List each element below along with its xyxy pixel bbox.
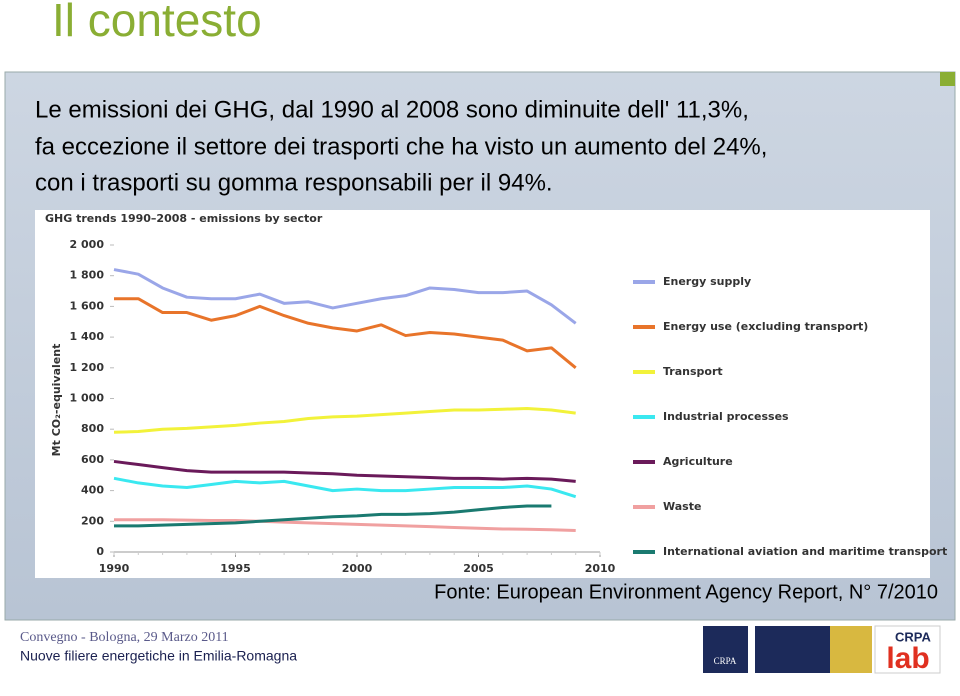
series-line (114, 297, 577, 369)
source: Fonte: European Environment Agency Repor… (434, 581, 938, 603)
series-line (113, 459, 576, 483)
y-tick-label: 800 (81, 422, 104, 435)
body-line: con i trasporti su gomma responsabili pe… (35, 169, 553, 196)
chart-title: GHG trends 1990–2008 - emissions by sect… (45, 212, 323, 225)
legend-label: Industrial processes (663, 410, 789, 423)
y-tick-label: 200 (81, 514, 104, 527)
body-line: Le emissioni dei GHG, dal 1990 al 2008 s… (35, 96, 749, 123)
y-tick-label: 600 (81, 453, 104, 466)
y-tick-label: 1 600 (70, 299, 105, 312)
legend-label: International aviation and maritime tran… (663, 545, 947, 558)
y-tick-label: 1 400 (70, 330, 105, 343)
logo (874, 625, 941, 674)
y-tick-label: 1 200 (70, 361, 105, 374)
legend-label: Waste (663, 500, 701, 513)
chart-bg (35, 210, 930, 578)
legend-label: Energy supply (663, 275, 751, 288)
series-line (113, 268, 577, 325)
x-tick-label: 1995 (220, 562, 251, 575)
x-tick-label: 2005 (463, 562, 494, 575)
series-line (113, 476, 577, 499)
series-line (113, 406, 576, 434)
series-line (114, 504, 552, 528)
footer-line: Nuove filiere energetiche in Emilia-Roma… (20, 648, 297, 664)
x-tick-label: 2010 (585, 562, 616, 575)
x-tick-label: 2000 (342, 562, 373, 575)
logo (830, 626, 872, 673)
series-line (114, 518, 576, 533)
logo (755, 626, 830, 673)
corner (940, 72, 955, 86)
logo-text: lab (886, 642, 929, 675)
legend-label: Energy use (excluding transport) (663, 320, 868, 333)
footer-line: Convegno - Bologna, 29 Marzo 2011 (20, 630, 229, 645)
logo-text: CRPA (895, 629, 931, 644)
legend-label: Transport (663, 365, 723, 378)
y-tick-label: 0 (96, 545, 104, 558)
y-axis-label: Mt CO₂-equivalent (50, 344, 63, 457)
legend-label: Agriculture (663, 455, 733, 468)
body-line: fa eccezione il settore dei trasporti ch… (35, 133, 767, 160)
y-tick-label: 400 (81, 484, 104, 497)
slide-title: Il contesto (52, 0, 262, 46)
logo (703, 626, 748, 673)
x-tick-label: 1990 (99, 562, 130, 575)
y-tick-label: 1 800 (70, 269, 105, 282)
logo-text: CRPA (714, 656, 737, 666)
y-tick-label: 2 000 (70, 238, 105, 251)
y-tick-label: 1 000 (70, 392, 105, 405)
